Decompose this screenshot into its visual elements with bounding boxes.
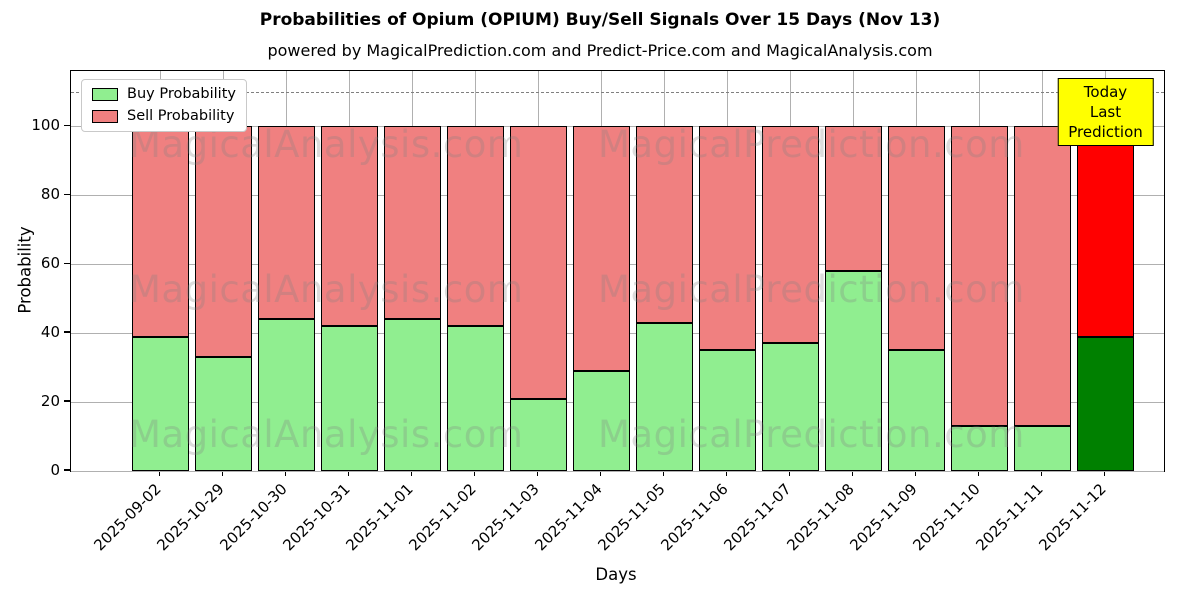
- x-tick-mark: [410, 470, 413, 476]
- x-tick-mark: [977, 470, 980, 476]
- watermark-text: MagicalAnalysis.com: [129, 268, 524, 311]
- bar-segment-buy: [888, 350, 945, 471]
- bar-segment-sell: [195, 126, 252, 358]
- y-tick-label: 0: [50, 461, 60, 479]
- legend-label-sell: Sell Probability: [127, 108, 235, 124]
- legend-item-buy: Buy Probability: [92, 87, 236, 102]
- bar-segment-sell-today: [1077, 126, 1134, 337]
- bar-segment-sell: [825, 126, 882, 271]
- x-tick-mark: [599, 470, 602, 476]
- y-tick-label: 40: [40, 323, 60, 342]
- bar-segment-buy: [825, 271, 882, 471]
- bar-segment-buy: [951, 426, 1008, 471]
- x-tick-mark: [851, 470, 854, 476]
- x-tick-mark: [221, 470, 224, 476]
- y-tick-label: 100: [31, 116, 60, 135]
- x-tick-mark: [536, 470, 539, 476]
- bar-segment-sell: [384, 126, 441, 320]
- bar-segment-buy-today: [1077, 336, 1134, 471]
- sell-color-swatch: [92, 110, 118, 123]
- bar-segment-buy: [132, 336, 189, 471]
- y-tick-mark: [64, 124, 70, 126]
- bar-segment-buy: [447, 326, 504, 471]
- x-tick-mark: [284, 470, 287, 476]
- bar-segment-buy: [195, 357, 252, 471]
- bar-segment-buy: [384, 319, 441, 471]
- x-axis-label: Days: [595, 565, 637, 584]
- y-tick-mark: [64, 262, 70, 264]
- watermark-text: MagicalPrediction.com: [598, 413, 1025, 456]
- bar-segment-sell: [951, 126, 1008, 427]
- legend-label-buy: Buy Probability: [127, 86, 236, 102]
- y-tick-label: 80: [40, 185, 60, 204]
- x-tick-mark: [1103, 470, 1106, 476]
- y-tick-mark: [64, 400, 70, 402]
- bar-segment-buy: [321, 326, 378, 471]
- bar-segment-sell: [510, 126, 567, 399]
- bar-segment-sell: [573, 126, 630, 371]
- bar-segment-sell: [321, 126, 378, 327]
- bar-segment-buy: [258, 319, 315, 471]
- bar-segment-sell: [1014, 126, 1071, 427]
- bar-segment-sell: [636, 126, 693, 323]
- y-tick-label: 60: [40, 254, 60, 273]
- plot-area: Buy Probability Sell Probability Today L…: [70, 70, 1165, 472]
- y-tick-mark: [64, 469, 70, 471]
- watermark-text: MagicalPrediction.com: [598, 123, 1025, 166]
- x-tick-mark: [788, 470, 791, 476]
- chart-title: Probabilities of Opium (OPIUM) Buy/Sell …: [259, 10, 941, 30]
- chart-legend: Buy Probability Sell Probability: [81, 79, 247, 132]
- chart-subtitle: powered by MagicalPrediction.com and Pre…: [267, 41, 933, 60]
- bar-segment-sell: [258, 126, 315, 320]
- buy-color-swatch: [92, 88, 118, 101]
- today-annotation-line2: Last Prediction: [1068, 103, 1143, 141]
- bar-segment-buy: [699, 350, 756, 471]
- x-tick-mark: [1040, 470, 1043, 476]
- bar-segment-sell: [762, 126, 819, 344]
- y-gridline: [71, 470, 1164, 472]
- x-tick-mark: [662, 470, 665, 476]
- bar-segment-sell: [699, 126, 756, 351]
- y-tick-label: 20: [40, 392, 60, 411]
- watermark-text: MagicalAnalysis.com: [129, 413, 524, 456]
- x-tick-mark: [914, 470, 917, 476]
- bar-segment-sell: [132, 126, 189, 337]
- bar-segment-buy: [762, 343, 819, 471]
- today-annotation-line1: Today: [1083, 83, 1128, 101]
- x-tick-mark: [473, 470, 476, 476]
- today-annotation: Today Last Prediction: [1057, 78, 1154, 146]
- bar-segment-buy: [510, 398, 567, 471]
- bar-segment-sell: [888, 126, 945, 351]
- bar-segment-buy: [636, 322, 693, 471]
- watermark-text: MagicalPrediction.com: [598, 268, 1025, 311]
- legend-item-sell: Sell Probability: [92, 109, 236, 124]
- dashed-threshold-line: [71, 91, 1164, 93]
- x-tick-mark: [725, 470, 728, 476]
- x-tick-mark: [158, 470, 161, 476]
- y-tick-mark: [64, 193, 70, 195]
- x-tick-mark: [347, 470, 350, 476]
- bar-segment-sell: [447, 126, 504, 327]
- bar-segment-buy: [1014, 426, 1071, 471]
- bar-segment-buy: [573, 371, 630, 471]
- y-tick-mark: [64, 331, 70, 333]
